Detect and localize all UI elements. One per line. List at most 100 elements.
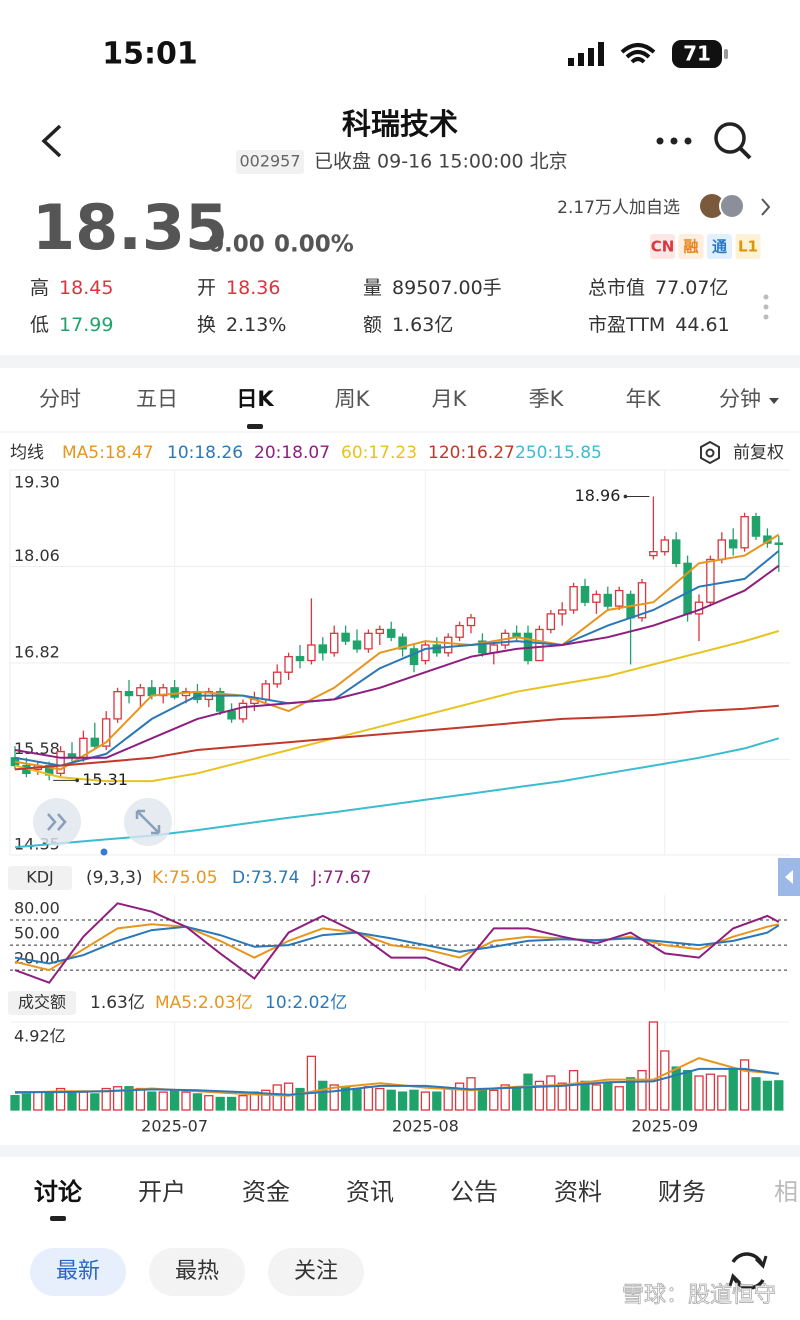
tag: CN (651, 238, 675, 256)
filter-label[interactable]: 最热 (175, 1259, 219, 1284)
kdj-legend: J:77.67 (311, 868, 371, 888)
candle-body (671, 539, 681, 564)
content-tab[interactable]: 资料 (554, 1178, 602, 1206)
volume-bar (386, 1089, 396, 1111)
volume-bar (226, 1096, 237, 1111)
period-tab[interactable]: 五日 (136, 387, 178, 411)
stat-label: 市盈TTM (588, 314, 665, 336)
stats-more[interactable] (763, 294, 769, 320)
candle-body (580, 586, 590, 603)
volume-bar (454, 1082, 465, 1111)
volume-bar (762, 1080, 773, 1111)
filter-pill[interactable] (30, 1248, 126, 1296)
stat-value: 89507.00手 (392, 277, 502, 299)
candle-body (238, 702, 248, 720)
refresh-button[interactable] (728, 1252, 768, 1290)
candle-body (136, 687, 145, 697)
content-tab[interactable]: 公告 (450, 1178, 498, 1206)
clock: 15:01 (102, 37, 198, 72)
ma-legend: 250:15.85 (515, 443, 602, 463)
volume-bar (90, 1093, 100, 1111)
more-button[interactable] (656, 137, 692, 145)
stat: 额 1.63亿 (363, 314, 453, 336)
filter-label[interactable]: 关注 (294, 1259, 338, 1284)
volume-bar (352, 1087, 362, 1111)
volume-bar (466, 1077, 476, 1111)
y-tick-label: 19.30 (14, 473, 60, 492)
avatar (719, 193, 745, 219)
candle-body (227, 710, 236, 720)
stat-value: 1.63亿 (392, 314, 453, 336)
extreme-label: 15.31 (82, 770, 128, 789)
content-tab[interactable]: 资金 (242, 1178, 290, 1206)
tag: 通 (712, 238, 727, 256)
volume-bar (694, 1075, 704, 1111)
content-tab[interactable]: 资讯 (346, 1178, 394, 1206)
candle-body (569, 586, 578, 611)
volume-bar (112, 1086, 123, 1111)
volume-bar (363, 1086, 374, 1111)
ma-legend: 60:17.23 (341, 443, 417, 463)
y-tick-label: 18.06 (14, 546, 60, 565)
dot (100, 848, 108, 856)
volume-bar (660, 1050, 670, 1111)
period-tab[interactable]: 季K (529, 387, 565, 411)
candle-body (284, 656, 293, 673)
candle-body (728, 539, 738, 549)
adjust-mode[interactable]: 前复权 (733, 443, 784, 463)
volume-bar (397, 1091, 408, 1111)
followers-arrow[interactable] (761, 198, 771, 216)
scroll-button[interactable] (33, 798, 81, 846)
volume-bar (603, 1082, 613, 1111)
ma-line (14, 630, 780, 783)
adjust-icon[interactable] (700, 440, 720, 465)
tag: L1 (738, 238, 758, 256)
volume-bar (158, 1091, 168, 1111)
stat-value: 44.61 (675, 314, 729, 336)
search-button[interactable] (714, 122, 752, 160)
kdj-legend: D:73.74 (232, 868, 300, 888)
extreme-dot (75, 778, 79, 783)
kdj-line (14, 923, 780, 972)
stat-label: 总市值 (588, 277, 645, 299)
volume-bar (21, 1093, 32, 1111)
volume-bar (295, 1087, 305, 1111)
volume-bar (272, 1084, 282, 1111)
filter-pill[interactable] (149, 1248, 245, 1296)
tab-indicator (247, 424, 263, 429)
stat-value: 2.13% (226, 314, 286, 336)
kdj-legend: K:75.05 (152, 868, 218, 888)
back-button[interactable] (41, 124, 62, 158)
separator (0, 1145, 800, 1157)
volume-bar (523, 1073, 533, 1111)
period-tab[interactable]: 日K (236, 387, 274, 411)
y-tick-label: 16.82 (14, 642, 60, 661)
volume-legend: MA5:2.03亿 (155, 993, 253, 1013)
period-tab[interactable]: 周K (335, 387, 371, 411)
candle-body (124, 691, 134, 697)
filter-label[interactable]: 最新 (56, 1259, 100, 1284)
content-tab[interactable]: 讨论 (34, 1178, 83, 1206)
content-tab[interactable]: 开户 (138, 1178, 186, 1206)
candle-body (535, 628, 544, 662)
content-tab[interactable]: 财务 (658, 1178, 706, 1206)
ma-line (14, 704, 779, 771)
expand-button[interactable] (124, 798, 172, 846)
volume-bar (329, 1084, 339, 1111)
stat-label: 低 (30, 314, 49, 336)
candle-body (90, 737, 100, 747)
stat: 高 18.45 (30, 277, 113, 299)
period-tab[interactable]: 分钟 (719, 387, 761, 411)
ma-legend: 120:16.27 (428, 443, 515, 463)
volume-legend: 10:2.02亿 (265, 993, 347, 1013)
separator (0, 355, 800, 368)
filter-pill[interactable] (268, 1248, 364, 1296)
volume-bar (443, 1087, 453, 1111)
content-tab[interactable]: 相 (774, 1178, 798, 1206)
candle-body (751, 516, 761, 537)
period-tab[interactable]: 分时 (39, 387, 81, 411)
period-tab[interactable]: 年K (626, 387, 662, 411)
volume-bar (557, 1082, 567, 1111)
period-tab[interactable]: 月K (432, 387, 468, 411)
